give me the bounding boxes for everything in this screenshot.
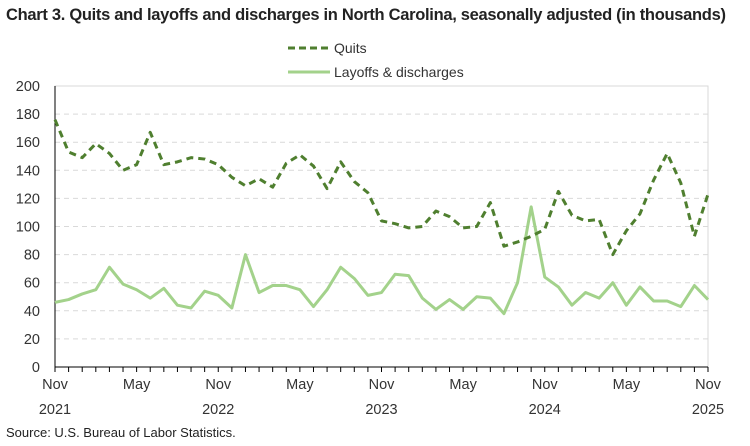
x-tick-month: Nov [369,377,396,393]
x-tick-month: Nov [205,377,232,393]
y-tick-label: 60 [24,276,40,292]
y-tick-label: 40 [24,304,40,320]
y-tick-label: 80 [24,248,40,264]
x-tick-month: May [286,377,314,393]
legend-label: Quits [334,40,367,56]
x-tick-year: 2021 [39,402,71,418]
x-tick-month: Nov [532,377,559,393]
y-tick-label: 180 [16,107,40,123]
source-note: Source: U.S. Bureau of Labor Statistics. [6,425,236,440]
y-tick-label: 0 [32,360,40,376]
x-tick-month: Nov [695,377,722,393]
series-line [54,205,710,316]
series-line [53,119,710,257]
y-tick-label: 20 [24,332,40,348]
legend-label: Layoffs & discharges [334,64,464,80]
x-tick-month: Nov [42,377,69,393]
chart-title: Chart 3. Quits and layoffs and discharge… [6,6,726,24]
x-tick-year: 2023 [365,402,397,418]
series-quits [53,119,710,257]
x-tick-month: May [449,377,477,393]
x-tick-year: 2025 [692,402,724,418]
x-tick-month: May [613,377,641,393]
y-tick-label: 160 [16,135,40,151]
y-tick-label: 200 [16,79,40,95]
x-tick-year: 2022 [202,402,234,418]
y-tick-label: 140 [16,163,40,179]
x-tick-month: May [123,377,151,393]
x-tick-year: 2024 [529,402,561,418]
y-tick-label: 100 [16,220,40,236]
series-layoffs-discharges [54,205,710,316]
y-tick-label: 120 [16,191,40,207]
